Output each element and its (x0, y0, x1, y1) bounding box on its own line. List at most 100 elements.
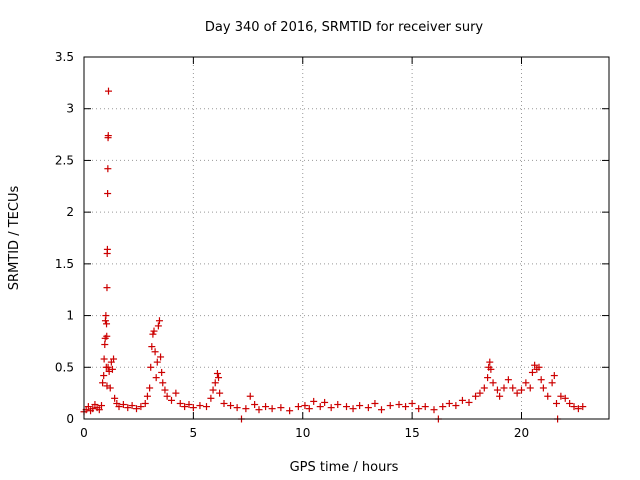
data-point (106, 384, 114, 392)
data-point (163, 392, 171, 400)
data-point (150, 327, 158, 335)
data-point (493, 386, 501, 394)
data-point (484, 374, 492, 382)
data-point (213, 369, 221, 377)
data-point (421, 403, 429, 411)
data-point (415, 405, 423, 413)
data-point (153, 358, 161, 366)
data-point (98, 402, 105, 410)
data-point (172, 389, 180, 397)
data-point (216, 389, 224, 397)
data-point (143, 392, 151, 400)
data-point (500, 384, 508, 392)
data-point (445, 399, 453, 407)
data-point (146, 384, 154, 392)
data-point (115, 403, 123, 411)
data-point (105, 87, 112, 95)
data-point (557, 392, 565, 400)
data-point (119, 401, 127, 409)
data-point (480, 384, 488, 392)
data-point (255, 406, 263, 414)
data-point (570, 403, 578, 411)
data-point (220, 399, 228, 407)
data-point (103, 332, 111, 340)
data-point (251, 401, 259, 409)
data-point (207, 394, 215, 402)
data-point (111, 394, 119, 402)
data-point (104, 132, 112, 140)
data-point (277, 404, 285, 412)
data-point (526, 384, 534, 392)
data-point (486, 358, 494, 366)
chart-title: Day 340 of 2016, SRMTID for receiver sur… (205, 20, 484, 35)
data-point (158, 368, 166, 376)
data-point (203, 403, 210, 411)
x-tick-label: 15 (404, 426, 419, 440)
x-tick-label: 20 (514, 426, 529, 440)
data-point (176, 399, 184, 407)
data-point (544, 392, 552, 400)
data-point (305, 405, 313, 413)
data-point (100, 355, 108, 363)
data-point (181, 403, 189, 411)
data-point (334, 401, 342, 409)
data-point (504, 376, 512, 384)
data-point (268, 405, 276, 413)
x-tick-label: 10 (295, 426, 310, 440)
axis-ticks: 0 5 10 15 20 0 0.5 1 1.5 2 2.5 3 3.5 (55, 50, 609, 440)
data-point (349, 405, 357, 413)
data-point (185, 401, 193, 409)
y-tick-label: 1 (66, 309, 74, 323)
data-point (159, 379, 167, 387)
y-tick-label: 1.5 (55, 257, 74, 271)
data-point (262, 403, 270, 411)
data-point (99, 379, 107, 387)
data-point (154, 322, 162, 330)
data-point (141, 399, 149, 407)
data-point (152, 374, 160, 382)
data-point (103, 320, 111, 328)
data-point (189, 404, 197, 412)
data-point (402, 403, 410, 411)
x-axis-label: GPS time / hours (290, 460, 399, 475)
data-point (364, 404, 372, 412)
data-point (327, 404, 335, 412)
data-point (148, 343, 156, 351)
grid-lines (84, 57, 609, 419)
x-tick-label: 0 (80, 426, 88, 440)
data-point (161, 386, 169, 394)
x-tick-label: 5 (190, 426, 198, 440)
data-point (196, 402, 204, 410)
data-point (539, 384, 547, 392)
data-point (124, 404, 132, 412)
data-point (465, 398, 473, 406)
data-point (147, 363, 155, 371)
data-point (310, 397, 318, 405)
data-point (513, 389, 521, 397)
data-point (537, 376, 545, 384)
y-tick-label: 2 (66, 205, 74, 219)
data-point (209, 386, 217, 394)
data-point (439, 403, 447, 411)
data-point (553, 399, 560, 407)
data-point (522, 379, 530, 387)
data-point (103, 284, 111, 292)
data-point (548, 379, 556, 387)
data-point (378, 406, 385, 414)
data-point (566, 399, 574, 407)
data-point (301, 402, 309, 410)
data-point (104, 190, 112, 198)
data-point (371, 399, 379, 407)
data-point (242, 405, 250, 413)
data-point (104, 165, 112, 173)
data-point (100, 372, 108, 380)
data-point (472, 392, 480, 400)
y-tick-label: 2.5 (55, 153, 74, 167)
data-point (316, 403, 324, 411)
data-point (104, 363, 112, 371)
data-point (509, 384, 517, 392)
data-point (102, 312, 110, 320)
data-point (286, 407, 294, 415)
data-point (157, 353, 165, 361)
y-axis-label: SRMTID / TECUs (7, 186, 22, 291)
